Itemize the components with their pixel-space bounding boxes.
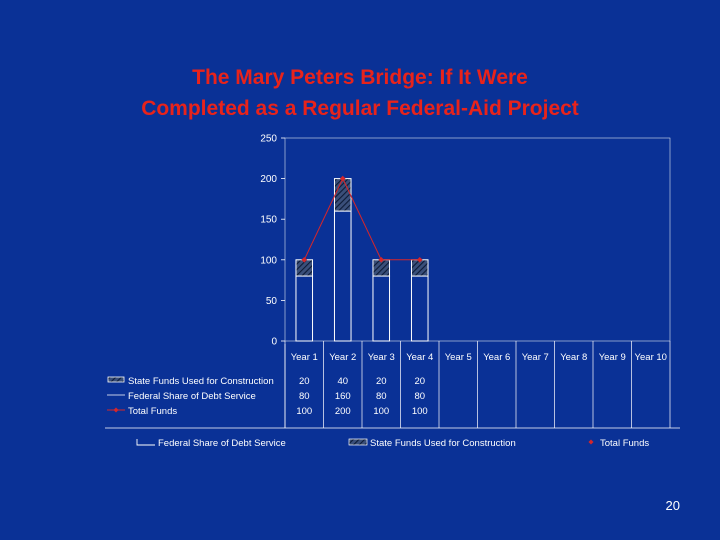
page-number: 20: [665, 498, 680, 513]
slide-title: The Mary Peters Bridge: If It Were Compl…: [0, 62, 720, 124]
table-cell: 100: [296, 406, 312, 417]
total-funds-point: [378, 257, 385, 263]
legend-swatch-state-funds: [348, 438, 368, 446]
bar-federal-share: [333, 210, 352, 342]
x-tick-label: Year 2: [329, 352, 356, 363]
x-tick-label: Year 10: [635, 352, 667, 363]
x-tick-label: Year 1: [291, 352, 318, 363]
x-tick-label: Year 7: [522, 352, 549, 363]
y-tick-label: 200: [260, 174, 277, 185]
bar-state-funds: [333, 178, 352, 212]
legend-swatch-federal-share: [136, 439, 155, 446]
y-tick-label: 250: [260, 134, 277, 145]
table-key-state-funds: [107, 376, 125, 383]
table-cell: 200: [335, 406, 351, 417]
table-cell: 80: [376, 391, 387, 402]
y-tick-label: 0: [271, 337, 277, 348]
legend-label: State Funds Used for Construction: [370, 438, 516, 449]
total-funds-point: [301, 257, 308, 263]
bar-federal-share: [372, 275, 391, 342]
table-cell: 100: [412, 406, 428, 417]
x-tick-label: Year 8: [560, 352, 587, 363]
total-funds-point: [416, 257, 423, 263]
x-tick-label: Year 3: [368, 352, 395, 363]
slide-title-line-2: Completed as a Regular Federal-Aid Proje…: [141, 97, 579, 120]
table-cell: 80: [299, 391, 310, 402]
y-tick-label: 100: [260, 255, 277, 266]
legend-swatch-total-funds: [588, 439, 594, 445]
y-tick-label: 50: [266, 296, 278, 307]
total-funds-line: [303, 177, 420, 261]
bar-federal-share: [295, 275, 314, 342]
x-tick-label: Year 5: [445, 352, 472, 363]
table-cell: 20: [414, 376, 425, 387]
table-row-label: Federal Share of Debt Service: [128, 391, 256, 402]
table-cell: 40: [337, 376, 348, 387]
total-funds-point: [339, 175, 346, 182]
x-tick-label: Year 4: [406, 352, 433, 363]
legend-label: Federal Share of Debt Service: [158, 438, 286, 449]
table-cell: 160: [335, 391, 351, 402]
table-row-label: Total Funds: [128, 406, 177, 417]
slide-title-line-1: The Mary Peters Bridge: If It Were: [192, 66, 528, 89]
table-cell: 20: [376, 376, 387, 387]
table-cell: 80: [414, 391, 425, 402]
table-key-total-funds-marker: [113, 407, 119, 413]
y-tick-label: 150: [260, 215, 277, 226]
bar-federal-share: [410, 275, 429, 342]
table-row-label: State Funds Used for Construction: [128, 376, 274, 387]
table-cell: 20: [299, 376, 310, 387]
x-tick-label: Year 6: [483, 352, 510, 363]
x-tick-label: Year 9: [599, 352, 626, 363]
legend-label: Total Funds: [600, 438, 649, 449]
table-cell: 100: [373, 406, 389, 417]
